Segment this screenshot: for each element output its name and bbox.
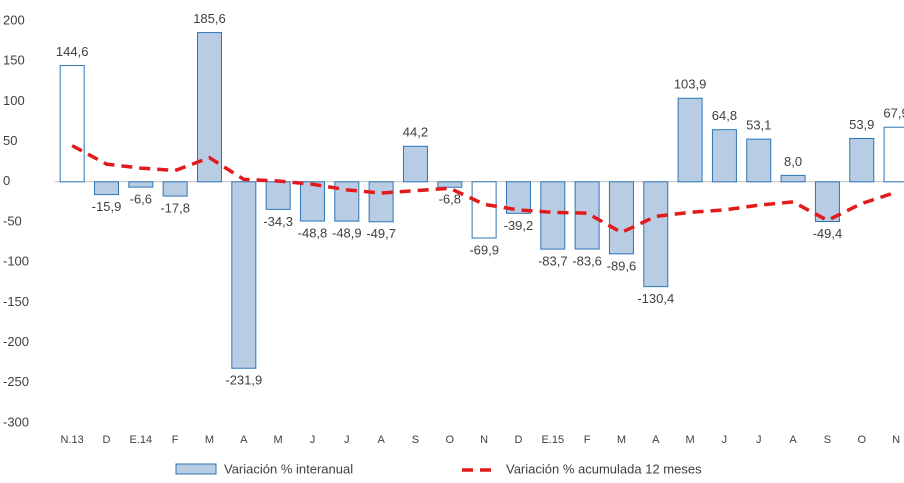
y-tick-label: -200 xyxy=(3,334,29,349)
bar xyxy=(540,181,566,250)
bar xyxy=(471,181,497,239)
value-label: -6,8 xyxy=(439,192,461,207)
bar xyxy=(368,181,394,223)
value-label: -69,9 xyxy=(469,242,499,257)
legend-swatch xyxy=(175,463,217,475)
x-tick-label: D xyxy=(514,434,522,446)
value-label: 64,8 xyxy=(712,108,737,123)
value-label: -49,7 xyxy=(366,226,396,241)
bar xyxy=(402,145,428,183)
bar xyxy=(677,97,703,183)
x-tick-label: M xyxy=(686,434,695,446)
bar xyxy=(883,126,904,183)
bar xyxy=(849,137,875,183)
value-label: 185,6 xyxy=(193,11,226,26)
bar xyxy=(299,181,325,222)
y-tick-label: -100 xyxy=(3,254,29,269)
value-label: -83,7 xyxy=(538,254,568,269)
x-tick-label: J xyxy=(756,434,762,446)
bar xyxy=(574,181,600,250)
y-tick-label: -150 xyxy=(3,294,29,309)
y-tick-label: -250 xyxy=(3,374,29,389)
line xyxy=(71,144,897,235)
bar xyxy=(162,181,188,197)
x-tick-label: N.13 xyxy=(61,434,84,446)
x-tick-label: F xyxy=(172,434,179,446)
bar xyxy=(231,181,257,369)
x-tick-label: S xyxy=(824,434,831,446)
x-tick-label: M xyxy=(274,434,283,446)
bar xyxy=(608,181,634,255)
x-tick-label: N xyxy=(892,434,900,446)
value-label: 53,1 xyxy=(746,118,771,133)
x-tick-label: M xyxy=(617,434,626,446)
bar xyxy=(265,181,291,210)
value-label: -6,6 xyxy=(130,192,152,207)
x-tick-label: A xyxy=(789,434,797,446)
value-label: -231,9 xyxy=(225,373,262,388)
x-tick-label: S xyxy=(412,434,419,446)
value-label: -17,8 xyxy=(160,201,190,216)
value-label: -89,6 xyxy=(607,258,637,273)
value-label: -83,6 xyxy=(572,253,602,268)
x-tick-label: N xyxy=(480,434,488,446)
value-label: 103,9 xyxy=(674,77,707,92)
value-label: -48,8 xyxy=(298,225,328,240)
x-tick-label: M xyxy=(205,434,214,446)
value-label: -15,9 xyxy=(92,199,122,214)
bar xyxy=(643,181,669,288)
y-tick-label: 200 xyxy=(3,12,25,27)
bar xyxy=(93,181,119,196)
bar xyxy=(437,181,463,188)
value-label: 53,9 xyxy=(849,117,874,132)
x-tick-label: J xyxy=(310,434,316,446)
bar xyxy=(505,181,531,214)
bar xyxy=(59,65,85,183)
bar xyxy=(196,32,222,183)
x-tick-label: O xyxy=(857,434,866,446)
value-label: 67,9 xyxy=(883,106,904,121)
bar xyxy=(746,138,772,183)
value-label: 8,0 xyxy=(784,154,802,169)
x-tick-label: E.14 xyxy=(130,434,153,446)
bar xyxy=(780,174,806,183)
x-tick-label: E.15 xyxy=(541,434,564,446)
bar xyxy=(128,181,154,188)
value-label: -48,9 xyxy=(332,226,362,241)
value-label: -39,2 xyxy=(504,218,534,233)
x-tick-label: O xyxy=(446,434,455,446)
x-tick-label: J xyxy=(344,434,350,446)
y-tick-label: 100 xyxy=(3,93,25,108)
value-label: -34,3 xyxy=(263,214,293,229)
value-label: -49,4 xyxy=(813,226,843,241)
y-tick-label: 50 xyxy=(3,133,17,148)
bar xyxy=(711,129,737,183)
y-tick-label: -50 xyxy=(3,213,22,228)
y-tick-label: 150 xyxy=(3,53,25,68)
y-tick-label: 0 xyxy=(3,173,10,188)
x-tick-label: A xyxy=(240,434,248,446)
x-tick-label: J xyxy=(722,434,728,446)
x-tick-label: F xyxy=(584,434,591,446)
value-label: 44,2 xyxy=(403,125,428,140)
x-tick-label: D xyxy=(103,434,111,446)
value-label: -130,4 xyxy=(637,291,674,306)
y-tick-label: -300 xyxy=(3,414,29,429)
legend-label: Variación % acumulada 12 meses xyxy=(506,461,702,476)
legend-label: Variación % interanual xyxy=(224,461,353,476)
value-label: 144,6 xyxy=(56,44,89,59)
x-tick-label: A xyxy=(377,434,385,446)
x-tick-label: A xyxy=(652,434,660,446)
